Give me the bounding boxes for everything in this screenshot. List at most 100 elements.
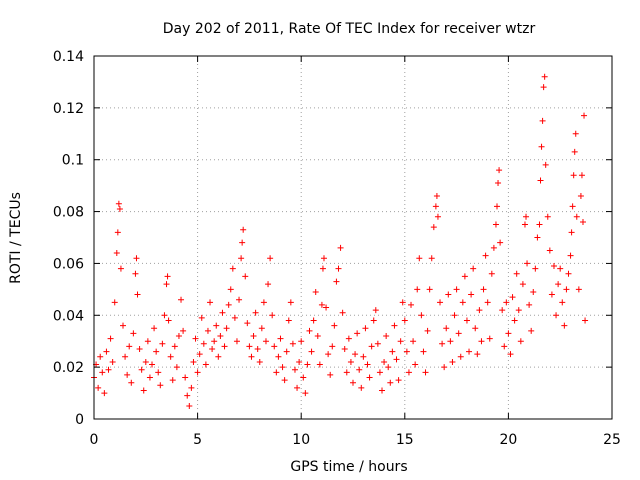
data-point (314, 333, 321, 340)
data-point (561, 322, 568, 329)
data-point (536, 221, 543, 228)
data-point (133, 255, 140, 262)
data-point (360, 353, 367, 360)
data-point (482, 252, 489, 259)
data-point (408, 301, 415, 308)
data-point (362, 325, 369, 332)
data-point (236, 296, 243, 303)
y-tick-label: 0.08 (53, 205, 84, 221)
y-tick-label: 0.04 (53, 308, 84, 324)
data-point (323, 304, 330, 311)
data-point (496, 167, 503, 174)
data-point (175, 333, 182, 340)
data-point (114, 229, 121, 236)
data-point (376, 369, 383, 376)
data-point (557, 265, 564, 272)
data-point (352, 351, 359, 358)
data-point (553, 312, 560, 319)
data-point (287, 299, 294, 306)
data-point (320, 255, 327, 262)
data-point (260, 299, 267, 306)
x-tick-label: 20 (499, 432, 517, 448)
data-point (192, 335, 199, 342)
data-point (490, 244, 497, 251)
data-point (269, 312, 276, 319)
data-point (116, 205, 123, 212)
data-point (488, 270, 495, 277)
x-axis-label: GPS time / hours (290, 459, 407, 475)
data-point (358, 384, 365, 391)
y-tick-label: 0.02 (53, 360, 84, 376)
data-point (441, 364, 448, 371)
data-point (455, 330, 462, 337)
data-point (521, 221, 528, 228)
data-point (329, 343, 336, 350)
data-point (418, 312, 425, 319)
data-point (548, 291, 555, 298)
data-point (495, 180, 502, 187)
data-point (198, 314, 205, 321)
data-point (248, 353, 255, 360)
data-point (451, 312, 458, 319)
x-tick-labels: 0 5 10 15 20 25 (90, 432, 621, 448)
data-point (153, 348, 160, 355)
data-point (219, 309, 226, 316)
data-point (449, 358, 456, 365)
data-point (200, 340, 207, 347)
data-point (426, 286, 433, 293)
data-point (300, 374, 307, 381)
data-point (130, 330, 137, 337)
data-point (463, 317, 470, 324)
data-point (532, 265, 539, 272)
data-point (345, 335, 352, 342)
data-point (103, 348, 110, 355)
data-point (389, 348, 396, 355)
data-point (515, 307, 522, 314)
data-point (573, 213, 580, 220)
data-point (480, 286, 487, 293)
y-tick-label: 0 (75, 412, 84, 428)
data-point (476, 307, 483, 314)
data-point (513, 270, 520, 277)
data-point (555, 281, 562, 288)
data-point (572, 130, 579, 137)
data-point (115, 200, 122, 207)
data-point (420, 348, 427, 355)
data-point (563, 286, 570, 293)
data-point (383, 333, 390, 340)
data-point (188, 384, 195, 391)
data-point (546, 247, 553, 254)
data-point (267, 255, 274, 262)
data-point (559, 299, 566, 306)
data-point (457, 353, 464, 360)
data-point (262, 338, 269, 345)
data-point (399, 299, 406, 306)
x-tick-label: 15 (396, 432, 414, 448)
data-point (275, 353, 282, 360)
data-point (254, 345, 261, 352)
data-point (258, 325, 265, 332)
x-tick-label: 10 (292, 432, 310, 448)
data-point (173, 364, 180, 371)
data-point (494, 203, 501, 210)
data-point (333, 278, 340, 285)
data-point (316, 361, 323, 368)
data-point (335, 265, 342, 272)
data-point (540, 84, 547, 91)
data-point (95, 384, 102, 391)
data-point (567, 252, 574, 259)
y-tick-label: 0.14 (53, 49, 84, 65)
data-point (117, 265, 124, 272)
data-point (568, 229, 575, 236)
data-point (356, 366, 363, 373)
data-point (524, 260, 531, 267)
data-point (105, 366, 112, 373)
data-point (461, 273, 468, 280)
data-point (445, 291, 452, 298)
data-point (221, 343, 228, 350)
data-point (416, 255, 423, 262)
data-point (405, 369, 412, 376)
data-point (134, 291, 141, 298)
data-point (196, 351, 203, 358)
data-point (565, 270, 572, 277)
